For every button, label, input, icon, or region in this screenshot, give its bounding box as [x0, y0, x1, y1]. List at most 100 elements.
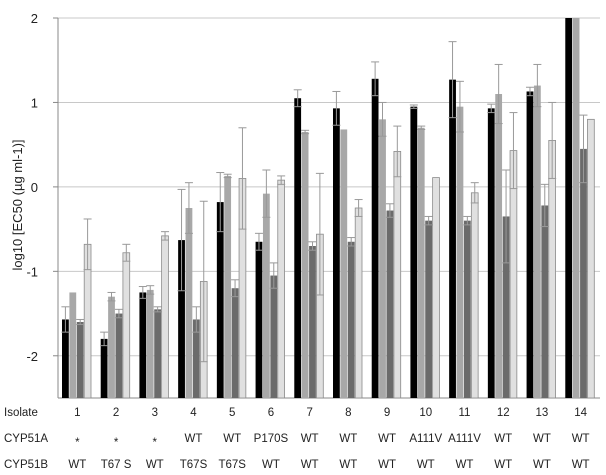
isolate-row-value-1: 1 — [74, 407, 80, 419]
bar-s2-isolate-10 — [417, 127, 425, 399]
bar-s1-isolate-11 — [449, 79, 456, 399]
bar-s3-isolate-14 — [580, 148, 587, 398]
cyp51a-row-value-10: A111V — [409, 433, 442, 445]
cyp51a-row-value-14: WT — [572, 433, 590, 445]
bar-s3-isolate-11 — [463, 220, 471, 398]
bar-s3-isolate-7 — [309, 246, 316, 398]
bar-s2-isolate-11 — [456, 106, 464, 399]
bar-s2-isolate-8 — [340, 129, 348, 398]
isolate-row-label: Isolate — [4, 407, 38, 419]
bar-s1-isolate-7 — [294, 98, 302, 398]
bar-s2-isolate-9 — [379, 119, 386, 398]
bar-s2-isolate-12 — [495, 94, 503, 398]
bar-s1-isolate-14 — [565, 18, 573, 398]
cyp51a-row-value-12: WT — [494, 433, 512, 445]
bar-s4-isolate-14 — [587, 118, 595, 399]
bar-s4-isolate-10 — [432, 177, 440, 399]
cyp51b-row-value-7: WT — [301, 459, 319, 471]
bar-s4-isolate-2 — [122, 252, 131, 399]
bar-s4-isolate-9 — [393, 151, 402, 399]
bar-s3-isolate-9 — [386, 210, 394, 398]
axes — [53, 17, 600, 399]
isolate-row-value-4: 4 — [190, 407, 197, 419]
y-tick-label-4: 2 — [31, 11, 38, 26]
cyp51b-row-value-4: T67S — [180, 459, 208, 471]
bar-s2-isolate-4 — [185, 208, 193, 398]
bar-s1-isolate-2 — [100, 338, 108, 398]
bar-s2-isolate-13 — [533, 85, 541, 399]
y-tick-label-1: -1 — [26, 264, 38, 279]
isolate-row-value-13: 13 — [536, 407, 549, 419]
bar-s1-isolate-8 — [333, 108, 340, 398]
bar-s1-isolate-9 — [371, 78, 379, 399]
cyp51a-row-label: CYP51A — [4, 433, 48, 445]
y-axis-label: log10 [EC50 (µg ml-1)] — [10, 139, 25, 270]
bar-s3-isolate-13 — [541, 205, 549, 398]
bar-s4-isolate-11 — [470, 192, 479, 399]
y-tick-label-2: 0 — [31, 180, 38, 195]
cyp51b-row-value-11: WT — [456, 459, 474, 471]
bar-s1-isolate-5 — [216, 202, 224, 398]
y-tick-label-0: -2 — [26, 349, 38, 364]
bar-s4-isolate-6 — [277, 179, 285, 399]
bar-s4-isolate-13 — [548, 140, 556, 399]
bar-s1-isolate-12 — [487, 108, 495, 398]
cyp51b-row-label: CYP51B — [4, 459, 48, 471]
isolate-row-value-6: 6 — [268, 407, 274, 419]
isolate-row-value-8: 8 — [345, 407, 351, 419]
bar-s3-isolate-8 — [347, 241, 355, 398]
cyp51a-row-value-11: A111V — [448, 433, 481, 445]
isolate-row-value-11: 11 — [459, 407, 471, 419]
bar-s1-isolate-6 — [255, 241, 263, 398]
bar-s2-isolate-7 — [301, 132, 309, 398]
y-tick-label-3: 1 — [31, 95, 38, 110]
isolate-row-value-12: 12 — [497, 407, 510, 419]
error-bars — [61, 41, 588, 363]
bar-s3-isolate-1 — [76, 322, 84, 398]
bar-s4-isolate-3 — [161, 235, 169, 399]
bar-s2-isolate-6 — [262, 193, 270, 398]
bar-s3-isolate-6 — [270, 275, 278, 398]
cyp51b-row-value-12: WT — [494, 459, 512, 471]
isolate-row-value-7: 7 — [306, 407, 312, 419]
cyp51b-row-value-14: WT — [572, 459, 590, 471]
isolate-row-value-3: 3 — [152, 407, 158, 419]
bar-s1-isolate-4 — [178, 240, 185, 398]
bar-s2-isolate-14 — [572, 18, 580, 398]
bar-s3-isolate-3 — [154, 309, 162, 398]
cyp51b-row-value-2: T67 S — [101, 459, 132, 471]
bar-s1-isolate-13 — [526, 91, 534, 398]
cyp51a-row-value-8: WT — [339, 433, 357, 445]
bar-s4-isolate-8 — [354, 207, 363, 399]
bar-s1-isolate-3 — [139, 292, 147, 398]
cyp51b-row-value-8: WT — [339, 459, 357, 471]
cyp51b-row-value-13: WT — [533, 459, 551, 471]
bar-s3-isolate-4 — [192, 319, 200, 398]
bars — [62, 18, 595, 399]
bar-s2-isolate-2 — [108, 296, 115, 398]
bar-s3-isolate-5 — [231, 288, 239, 398]
bar-s2-isolate-3 — [146, 289, 154, 398]
cyp51b-row-value-10: WT — [417, 459, 435, 471]
bar-s2-isolate-1 — [69, 292, 77, 398]
bar-s1-isolate-10 — [410, 106, 418, 399]
isolate-row-value-10: 10 — [419, 407, 432, 419]
cyp51b-row-value-3: WT — [146, 459, 164, 471]
cyp51a-row-value-7: WT — [301, 433, 319, 445]
cyp51a-row-value-4: WT — [185, 433, 203, 445]
bar-s3-isolate-12 — [502, 216, 510, 398]
cyp51b-row-value-1: WT — [68, 459, 86, 471]
cyp51a-row-value-6: P170S — [254, 433, 289, 445]
cyp51b-row-value-6: WT — [262, 459, 280, 471]
bar-s2-isolate-5 — [224, 175, 232, 398]
cyp51a-row-value-13: WT — [533, 433, 551, 445]
bar-s3-isolate-2 — [115, 313, 123, 398]
cyp51a-row-value-9: WT — [378, 433, 396, 445]
isolate-row-value-5: 5 — [229, 407, 235, 419]
y-tick-labels: -2 -1 0 1 2 — [26, 11, 38, 364]
cyp51b-row-value-9: WT — [378, 459, 396, 471]
cyp51a-row-value-1: * — [75, 437, 80, 449]
bar-s3-isolate-10 — [425, 220, 433, 398]
